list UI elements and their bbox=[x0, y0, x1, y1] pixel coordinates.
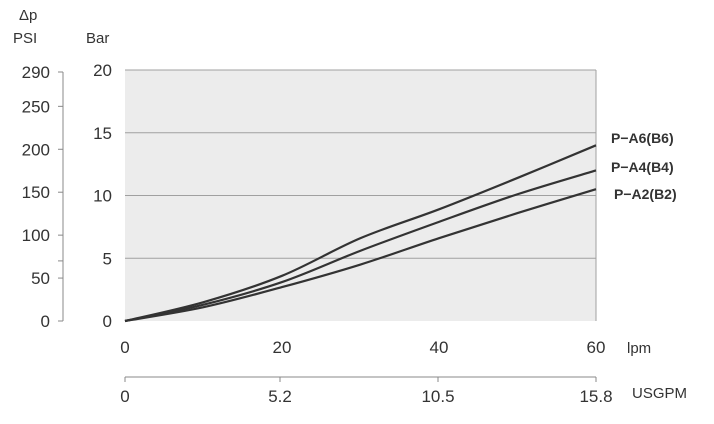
delta-p-label: Δp bbox=[19, 7, 37, 24]
bar-tick-label: 20 bbox=[93, 61, 112, 80]
series-label-3: P−A2(B2) bbox=[614, 186, 677, 202]
psi-tick-label: 150 bbox=[22, 183, 50, 202]
bar-unit-label: Bar bbox=[86, 30, 109, 47]
grid-lines bbox=[125, 69, 597, 321]
bar-tick-label: 5 bbox=[103, 249, 112, 268]
lpm-tick-label: 0 bbox=[120, 338, 129, 357]
usgpm-tick-label: 10.5 bbox=[421, 387, 454, 406]
psi-tick-label: 100 bbox=[22, 226, 50, 245]
series-labels: P−A6(B6) P−A4(B4) P−A2(B2) bbox=[611, 130, 677, 202]
series-line-3 bbox=[124, 188, 597, 323]
bar-tick-label: 10 bbox=[93, 187, 112, 206]
bar-tick-label: 0 bbox=[103, 312, 112, 331]
series-line-1 bbox=[124, 144, 597, 323]
series-lines bbox=[124, 144, 597, 323]
psi-tick-label: 290 bbox=[22, 63, 50, 82]
psi-tick-label: 200 bbox=[22, 140, 50, 159]
psi-tick-label: 250 bbox=[22, 97, 50, 116]
lpm-tick-label: 40 bbox=[430, 338, 449, 357]
psi-tick-label: 50 bbox=[31, 269, 50, 288]
series-label-2: P−A4(B4) bbox=[611, 159, 674, 175]
lpm-tick-label: 20 bbox=[273, 338, 292, 357]
psi-unit-label: PSI bbox=[13, 30, 37, 47]
lpm-tick-label: 60 bbox=[587, 338, 606, 357]
lpm-unit-label: lpm bbox=[627, 340, 651, 357]
usgpm-tick-label: 15.8 bbox=[579, 387, 612, 406]
usgpm-tick-label: 5.2 bbox=[268, 387, 292, 406]
usgpm-tick-label: 0 bbox=[120, 387, 129, 406]
series-line-2 bbox=[124, 169, 597, 323]
psi-tick-label: 0 bbox=[41, 312, 50, 331]
usgpm-unit-label: USGPM bbox=[632, 385, 687, 402]
bar-tick-label: 15 bbox=[93, 124, 112, 143]
series-label-1: P−A6(B6) bbox=[611, 130, 674, 146]
axes bbox=[58, 71, 597, 382]
